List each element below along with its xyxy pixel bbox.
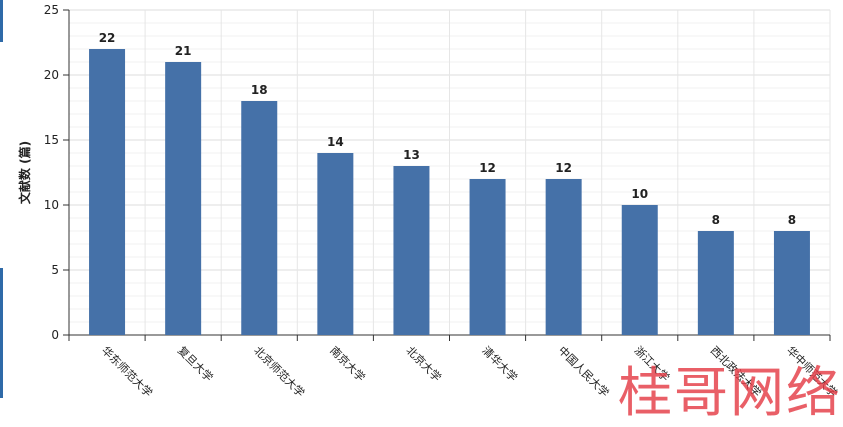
bar	[317, 153, 354, 335]
bar	[89, 49, 126, 335]
bar	[621, 205, 658, 335]
bar-data-label: 10	[631, 187, 648, 201]
bar-data-label: 22	[99, 31, 116, 45]
bar-data-label: 18	[251, 83, 268, 97]
x-category-label: 复旦大学	[175, 343, 216, 384]
y-tick-label: 5	[51, 263, 59, 277]
left-edge-accent	[0, 268, 3, 398]
y-tick-label: 0	[51, 328, 59, 342]
x-category-label: 南京大学	[327, 343, 368, 384]
y-axis-label: 文献数 (篇)	[17, 141, 32, 204]
y-tick-label: 10	[44, 198, 59, 212]
bar-data-label: 8	[712, 213, 720, 227]
x-category-label: 北京大学	[403, 343, 444, 384]
bar-data-label: 13	[403, 148, 420, 162]
bar	[241, 101, 278, 335]
bar	[469, 179, 506, 335]
bar	[165, 62, 202, 335]
y-tick-label: 20	[44, 68, 59, 82]
bar-data-label: 12	[555, 161, 572, 175]
y-tick-label: 15	[44, 133, 59, 147]
bar	[773, 231, 810, 335]
bar	[393, 166, 430, 335]
bar-data-label: 14	[327, 135, 344, 149]
bar	[697, 231, 734, 335]
bar	[545, 179, 582, 335]
x-category-label: 清华大学	[479, 343, 520, 384]
bar-data-label: 12	[479, 161, 496, 175]
bar-data-label: 8	[788, 213, 796, 227]
y-tick-label: 25	[44, 3, 59, 17]
x-category-label: 中国人民大学	[556, 343, 613, 400]
watermark: 桂哥网络	[618, 361, 842, 424]
x-category-label: 北京师范大学	[251, 343, 308, 400]
bar-data-label: 21	[175, 44, 192, 58]
left-edge-accent	[0, 0, 3, 42]
x-category-label: 华东师范大学	[99, 343, 156, 400]
